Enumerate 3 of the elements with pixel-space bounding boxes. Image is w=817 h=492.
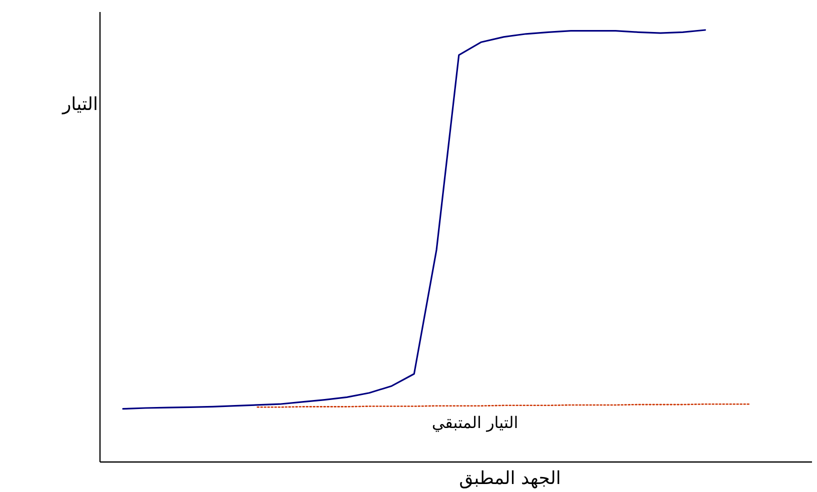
- annotation: التيار المتبقي: [432, 413, 518, 432]
- y-axis-title: التيار: [61, 94, 98, 115]
- x-axis-title: الجهد المطبق: [459, 468, 561, 489]
